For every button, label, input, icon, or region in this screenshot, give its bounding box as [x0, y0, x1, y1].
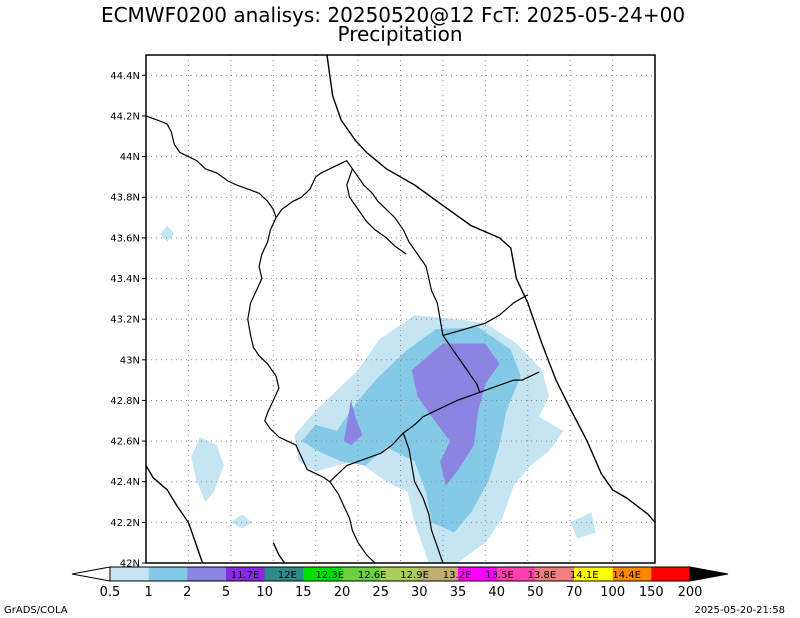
colorbar-lon-label: 11.7E — [231, 570, 260, 581]
plot-frame — [145, 54, 656, 564]
colorbar-level-label: 1 — [145, 585, 153, 600]
colorbar-lon-label: 14.4E — [612, 570, 641, 581]
y-axis: 42N 42.2N 42.4N 42.6N 42.8N 43N 43.2N 43.4N 43.6… — [110, 71, 146, 570]
precip-region-5-10 — [411, 343, 500, 486]
colorbar-lon-label: 13.5E — [485, 570, 514, 581]
region-border — [442, 294, 529, 336]
region-border — [329, 371, 540, 483]
colorbar-level-label: 20 — [334, 585, 351, 600]
colorbar-segment — [187, 567, 227, 581]
map-layer — [146, 55, 655, 563]
colorbar-segment — [342, 567, 382, 581]
colorbar-level-label: 25 — [372, 585, 389, 600]
precip-region-1-2 — [230, 514, 252, 529]
chart-title: ECMWF0200 analisys: 20250520@12 FcT: 202… — [101, 3, 685, 27]
y-tick-label: 43.8N — [110, 193, 140, 204]
colorbar-level-label: 50 — [527, 585, 544, 600]
y-tick-label: 44.2N — [110, 111, 140, 122]
y-tick-label: 43N — [120, 355, 140, 366]
region-border — [442, 335, 481, 393]
y-tick-label: 44N — [120, 152, 140, 163]
colorbar-lon-label: 12E — [278, 570, 297, 581]
colorbar-lon-label: 12.6E — [358, 570, 387, 581]
colorbar-segment — [535, 567, 575, 581]
colorbar-segment — [458, 567, 498, 581]
colorbar-segment — [110, 567, 150, 581]
region-border — [366, 221, 407, 255]
y-tick-label: 43.4N — [110, 274, 140, 285]
colorbar-segment — [380, 567, 420, 581]
colorbar-lon-label: 12.3E — [316, 570, 345, 581]
colorbar-segment — [148, 567, 188, 581]
adriatic-coastline — [326, 55, 655, 523]
colorbar-segment — [612, 567, 652, 581]
y-tick-label: 43.2N — [110, 315, 140, 326]
colorbar-level-label: 0.5 — [100, 585, 121, 600]
coastline-south — [272, 542, 286, 563]
colorbar-level-label: 35 — [450, 585, 467, 600]
footer-right: 2025-05-20-21:58 — [694, 605, 785, 616]
y-tick-label: 44.4N — [110, 71, 140, 82]
colorbar-lon-label: 12.9E — [400, 570, 429, 581]
y-tick-label: 42.8N — [110, 396, 140, 407]
colorbar-segment — [651, 567, 691, 581]
region-border — [146, 115, 277, 218]
y-tick-label: 42.2N — [110, 518, 140, 529]
colorbar-level-label: 2 — [183, 585, 191, 600]
colorbar-segment — [264, 567, 304, 581]
y-tick-label: 42.6N — [110, 437, 140, 448]
colorbar-level-label: 10 — [256, 585, 273, 600]
colorbar-segment — [303, 567, 343, 581]
colorbar-segment — [496, 567, 536, 581]
colorbar-level-label: 70 — [566, 585, 583, 600]
y-tick-label: 42N — [120, 559, 140, 570]
colorbar-arrow-high — [689, 566, 729, 582]
colorbar-arrow-low — [71, 566, 111, 582]
tyrrhenian-coastline — [146, 465, 204, 563]
colorbar-level-label: 40 — [488, 585, 505, 600]
colorbar-level-label: 200 — [678, 585, 703, 600]
colorbar-level-label: 5 — [222, 585, 230, 600]
region-border — [247, 217, 331, 483]
precip-region-1-2 — [191, 437, 224, 502]
colorbar-lon-label: 13.8E — [528, 570, 557, 581]
y-tick-label: 43.6N — [110, 233, 140, 244]
region-border — [346, 168, 368, 222]
colorbar-level-label: 15 — [295, 585, 312, 600]
precip-region-1-2 — [160, 225, 175, 242]
colorbar-segment — [226, 567, 266, 581]
footer-left: GrADS/COLA — [4, 605, 68, 616]
colorbar-lon-label: 14.1E — [570, 570, 599, 581]
colorbar-segment — [419, 567, 459, 581]
precip-region-1-2 — [570, 512, 596, 539]
colorbar-segment — [574, 567, 614, 581]
colorbar-level-label: 100 — [600, 585, 625, 600]
region-border — [275, 159, 444, 336]
y-tick-label: 42.4N — [110, 477, 140, 488]
chart-subtitle: Precipitation — [337, 22, 462, 46]
precipitation-layer — [160, 225, 596, 563]
colorbar-lon-label: 13.2E — [443, 570, 472, 581]
region-border — [329, 481, 376, 563]
colorbar-level-label: 150 — [639, 585, 664, 600]
region-border — [402, 432, 444, 563]
precip-region-5-10 — [343, 400, 363, 446]
colorbar-level-label: 30 — [411, 585, 428, 600]
